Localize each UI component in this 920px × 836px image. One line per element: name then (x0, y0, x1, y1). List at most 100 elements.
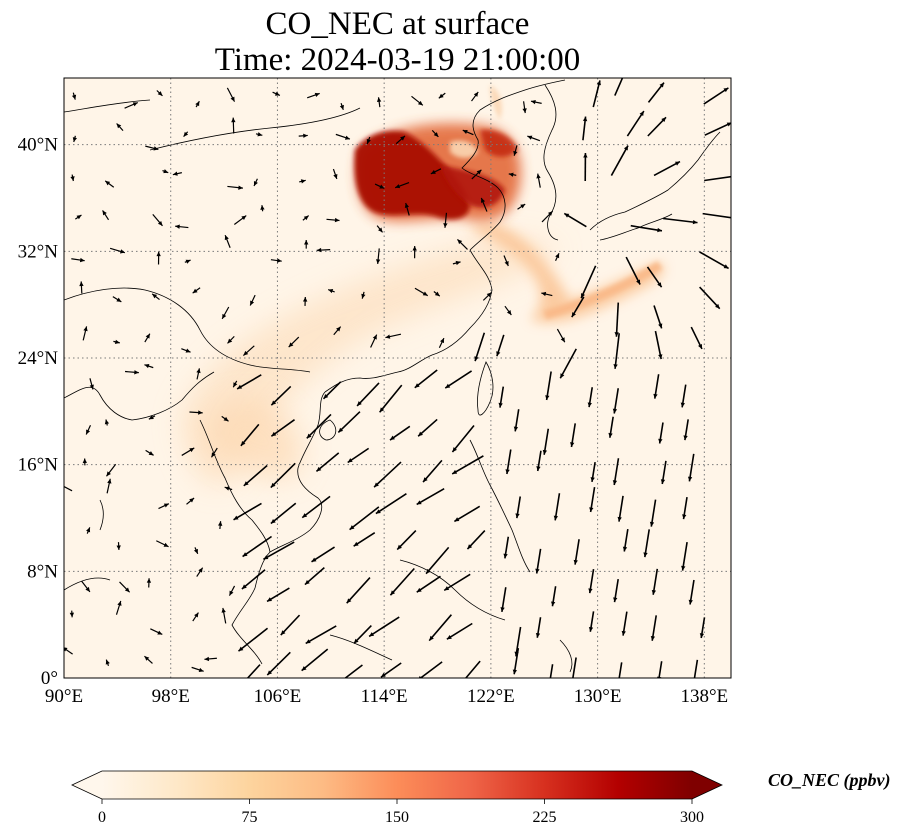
wind-arrow (549, 664, 554, 678)
wind-arrow (653, 160, 681, 177)
wind-arrow (551, 586, 557, 607)
wind-arrow (471, 169, 482, 180)
wind-arrow (242, 535, 273, 558)
wind-arrow (690, 326, 703, 350)
wind-arrow (471, 91, 479, 102)
colorbar-tick-label: 225 (533, 809, 557, 826)
wind-arrow (444, 370, 473, 389)
wind-arrow (270, 385, 292, 406)
wind-arrow (376, 225, 384, 233)
wind-arrow (433, 291, 441, 297)
wind-arrow (298, 133, 308, 138)
wind-arrow (113, 339, 120, 344)
wind-arrow (466, 529, 486, 550)
wind-arrow (86, 527, 91, 534)
wind-arrow (272, 91, 281, 97)
wind-arrow (85, 424, 92, 435)
colorbar-label: CO_NEC (ppbv) (768, 770, 891, 790)
wind-arrow (588, 569, 595, 594)
wind-arrow (328, 289, 335, 294)
wind-arrow (513, 145, 518, 156)
wind-arrow (301, 495, 331, 519)
wind-arrow (412, 246, 417, 259)
wind-arrow (332, 168, 338, 180)
wind-arrow (232, 380, 238, 388)
wind-arrow (395, 135, 406, 145)
wind-arrow (347, 447, 370, 464)
wind-arrow (192, 287, 201, 294)
wind-arrow (527, 135, 541, 142)
wind-arrow (344, 664, 363, 678)
wind-arrow (464, 660, 481, 678)
wind-arrow (555, 252, 560, 262)
longitude-ticks: 90°E 98°E 106°E 114°E 122°E 130°E 138°E (45, 686, 728, 707)
latitude-ticks: 0° 8°N 16°N 24°N 32°N 40°N (18, 135, 59, 689)
wind-arrow (116, 542, 121, 551)
wind-arrow (249, 294, 256, 306)
wind-arrow (112, 296, 122, 303)
wind-arrow (682, 497, 688, 520)
x-tick-label: 106°E (254, 686, 302, 707)
wind-arrow (253, 178, 258, 187)
wind-arrow (592, 80, 601, 108)
wind-arrow (337, 411, 361, 433)
wind-arrow (158, 503, 170, 510)
wind-arrow (622, 529, 629, 552)
wind-arrow (389, 425, 411, 441)
wind-arrow (618, 662, 623, 678)
wind-arrow (218, 521, 223, 530)
wind-arrow (152, 214, 163, 227)
wind-arrow (446, 622, 473, 640)
wind-arrow (630, 224, 663, 233)
wind-arrow (613, 333, 620, 369)
wind-arrow (541, 210, 554, 223)
wind-arrow (621, 611, 628, 636)
wind-arrow (356, 382, 380, 407)
wind-arrow (270, 502, 297, 525)
wind-arrow (196, 368, 201, 380)
wind-arrow (79, 281, 84, 294)
wind-arrow (573, 539, 580, 565)
wind-arrow (156, 540, 169, 548)
wind-arrow (443, 573, 471, 592)
wind-arrow (240, 423, 260, 447)
wind-arrow (416, 488, 445, 506)
y-tick-label: 40°N (18, 135, 59, 156)
wind-arrow (649, 499, 657, 527)
colorbar-tick-label: 300 (680, 809, 704, 826)
wind-arrow (504, 305, 512, 316)
wind-arrow (204, 656, 217, 662)
wind-arrow (299, 179, 306, 184)
wind-arrow (571, 296, 585, 318)
wind-arrow (508, 172, 517, 177)
map-time: Time: 2024-03-19 21:00:00 (214, 42, 581, 78)
wind-arrow (414, 369, 438, 389)
wind-arrow (379, 384, 403, 413)
wind-arrow (608, 416, 614, 438)
wind-arrow (175, 224, 189, 229)
wind-arrow (425, 546, 450, 575)
wind-arrow (643, 529, 651, 558)
wind-arrow (513, 409, 520, 432)
wind-arrow (500, 587, 507, 613)
map-title: CO_NEC at surface (265, 6, 530, 42)
wind-arrow (614, 78, 624, 96)
wind-arrow (191, 666, 204, 673)
wind-arrow (482, 292, 492, 301)
wind-arrow (374, 183, 385, 189)
wind-arrow (242, 345, 255, 356)
wind-arrow (241, 569, 266, 590)
wind-arrow (535, 548, 542, 574)
wind-arrow (306, 413, 332, 439)
wind-arrow (75, 214, 82, 220)
wind-arrow (353, 625, 372, 644)
wind-arrow (236, 374, 262, 390)
wind-arrow (572, 657, 577, 678)
wind-arrow (226, 87, 236, 102)
wind-arrow (109, 247, 126, 254)
colorbar-extend-low (72, 771, 102, 799)
wind-arrow (431, 129, 439, 138)
wind-arrow (587, 387, 594, 408)
wind-arrow (64, 485, 73, 492)
